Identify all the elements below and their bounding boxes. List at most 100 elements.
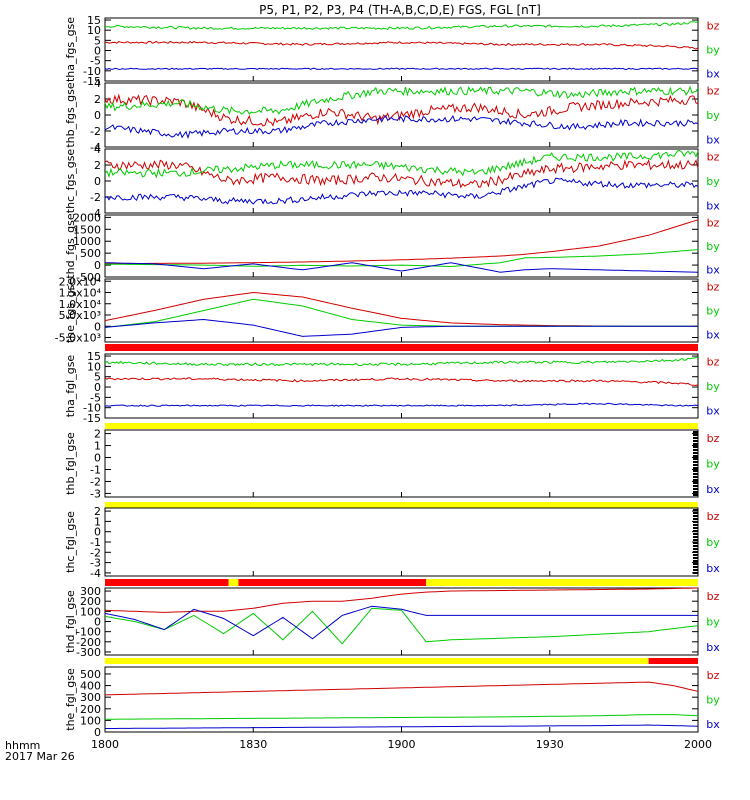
series-line-by	[104, 356, 699, 367]
legend-by: by	[706, 109, 720, 122]
series-line-by	[104, 85, 699, 115]
status-bar-segment	[105, 423, 698, 429]
y-tick-label: 15	[87, 350, 101, 363]
status-bar-segment	[105, 344, 698, 351]
y-tick-label: 2	[94, 428, 101, 441]
y-tick-label: 1.0x10⁴	[59, 298, 102, 311]
panel-frame	[104, 278, 699, 343]
y-tick-label: 0	[94, 320, 101, 333]
y-tick-label: 10	[87, 360, 101, 373]
panel-frame	[104, 666, 699, 733]
y-tick-label: 5	[94, 371, 101, 384]
y-tick-label: 0	[94, 452, 101, 465]
y-tick-label: 0	[94, 259, 101, 272]
y-tick-label: 0	[94, 175, 101, 188]
legend-bz: bz	[707, 216, 720, 229]
legend-bx: bx	[706, 718, 720, 731]
y-tick-label: -2	[90, 546, 101, 559]
legend-by: by	[706, 240, 720, 253]
y-tick-label: -100	[76, 626, 101, 639]
y-tick-label: 5	[94, 34, 101, 47]
series-line-bx	[104, 605, 698, 640]
y-tick-label: -15	[83, 75, 101, 88]
legend-by: by	[706, 536, 720, 549]
y-axis-label: tha_fgs_gse	[64, 17, 77, 82]
status-bar-segment	[238, 579, 427, 586]
y-axis-label: thd_fgs_gse	[64, 213, 77, 279]
legend-bz: bz	[707, 590, 720, 603]
legend-bz: bz	[707, 20, 720, 33]
legend-bx: bx	[706, 562, 720, 575]
y-tick-label: 1500	[73, 223, 101, 236]
y-axis-label: thd_fgl_gse	[64, 590, 77, 653]
chart-title: P5, P1, P2, P3, P4 (TH-A,B,C,D,E) FGS, F…	[259, 3, 541, 17]
y-tick-label: 0	[94, 109, 101, 122]
y-tick-label: -15	[83, 412, 101, 425]
panel-the_fgs_gse: 2.0x10⁴1.5x10⁴1.0x10⁴5.0x10³0-5.0x10³the…	[55, 275, 721, 344]
legend-by: by	[706, 616, 720, 629]
y-tick-label: -4	[90, 567, 101, 580]
y-tick-label: 5.0x10³	[59, 309, 101, 322]
legend-bz: bz	[707, 85, 720, 98]
legend-bx: bx	[706, 133, 720, 146]
panel-thb_fgs_gse: 4 2 0 -2 -4 thb_fgs_gse bz by bx	[64, 77, 720, 154]
series-line-bx	[104, 177, 699, 205]
x-tick-label: 2000	[684, 738, 712, 751]
y-tick-label: -500	[76, 271, 101, 284]
y-tick-label: -2	[90, 191, 101, 204]
series-line-by	[104, 21, 699, 30]
y-tick-label: 2.0x10⁴	[59, 275, 102, 288]
x-tick-label: 1930	[536, 738, 564, 751]
y-tick-label: -1	[90, 463, 101, 476]
y-tick-label: -5.0x10³	[55, 332, 101, 345]
status-bar-segment	[228, 579, 239, 586]
legend-bx: bx	[706, 67, 720, 80]
series-line-bz	[104, 291, 698, 327]
panel-frame	[104, 507, 699, 577]
y-tick-label: 2000	[73, 211, 101, 224]
y-tick-label: 200	[80, 703, 101, 716]
series-line-by	[105, 714, 699, 720]
y-tick-label: 300	[80, 585, 101, 598]
y-tick-label: 100	[80, 714, 101, 727]
y-tick-label: 0	[94, 616, 101, 629]
y-tick-label: 2	[94, 505, 101, 518]
y-tick-label: 0	[94, 45, 101, 58]
x-tick-label: 1830	[239, 738, 267, 751]
panel-thc_fgs_gse: 4 2 0 -2 -4 thc_fgs_gse bz by bx	[64, 143, 720, 220]
y-tick-label: 500	[80, 668, 101, 681]
y-tick-label: 4	[94, 143, 101, 156]
panel-thc_fgl_gse: 210-1-2-3-4 thc_fgl_gse bz by bx	[64, 502, 720, 580]
legend-bx: bx	[706, 641, 720, 654]
y-tick-label: 2	[94, 93, 101, 106]
status-bar-segment	[426, 579, 698, 586]
series-line-by	[104, 298, 698, 328]
status-bar-segment	[648, 658, 698, 664]
series-line-bz	[104, 681, 699, 696]
legend-bx: bx	[706, 199, 720, 212]
y-tick-label: 1	[94, 515, 101, 528]
series-line-bz	[104, 40, 699, 50]
y-tick-label: 4	[94, 77, 101, 90]
y-tick-label: 1	[94, 440, 101, 453]
time-axis-label: hhmm	[5, 739, 40, 752]
y-tick-label: -3	[90, 557, 101, 570]
legend-by: by	[706, 175, 720, 188]
x-tick-label: 1800	[91, 738, 119, 751]
y-tick-label: 0	[94, 726, 101, 739]
series-line-bx	[104, 67, 699, 70]
series-line-by	[104, 149, 699, 179]
legend-bx: bx	[706, 404, 720, 417]
series-line-by	[104, 249, 699, 268]
y-axis-label: thc_fgs_gse	[64, 149, 77, 214]
y-tick-label: -3	[90, 487, 101, 500]
status-bar-segment	[105, 658, 649, 664]
legend-bx: bx	[706, 264, 720, 277]
y-tick-label: 100	[80, 605, 101, 618]
legend-by: by	[706, 694, 720, 707]
series-line-by	[104, 607, 699, 645]
y-tick-label: 400	[80, 680, 101, 693]
